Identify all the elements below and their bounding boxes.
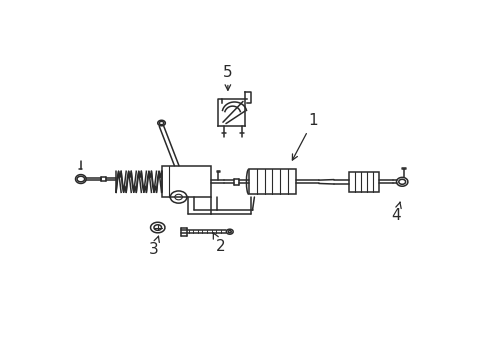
Text: 1: 1 xyxy=(292,113,317,160)
Text: 2: 2 xyxy=(213,233,224,255)
Bar xyxy=(248,169,296,194)
Text: 3: 3 xyxy=(149,236,159,257)
Text: 5: 5 xyxy=(223,65,232,90)
Text: 4: 4 xyxy=(391,202,401,222)
Bar xyxy=(161,166,210,197)
Bar xyxy=(348,172,379,192)
